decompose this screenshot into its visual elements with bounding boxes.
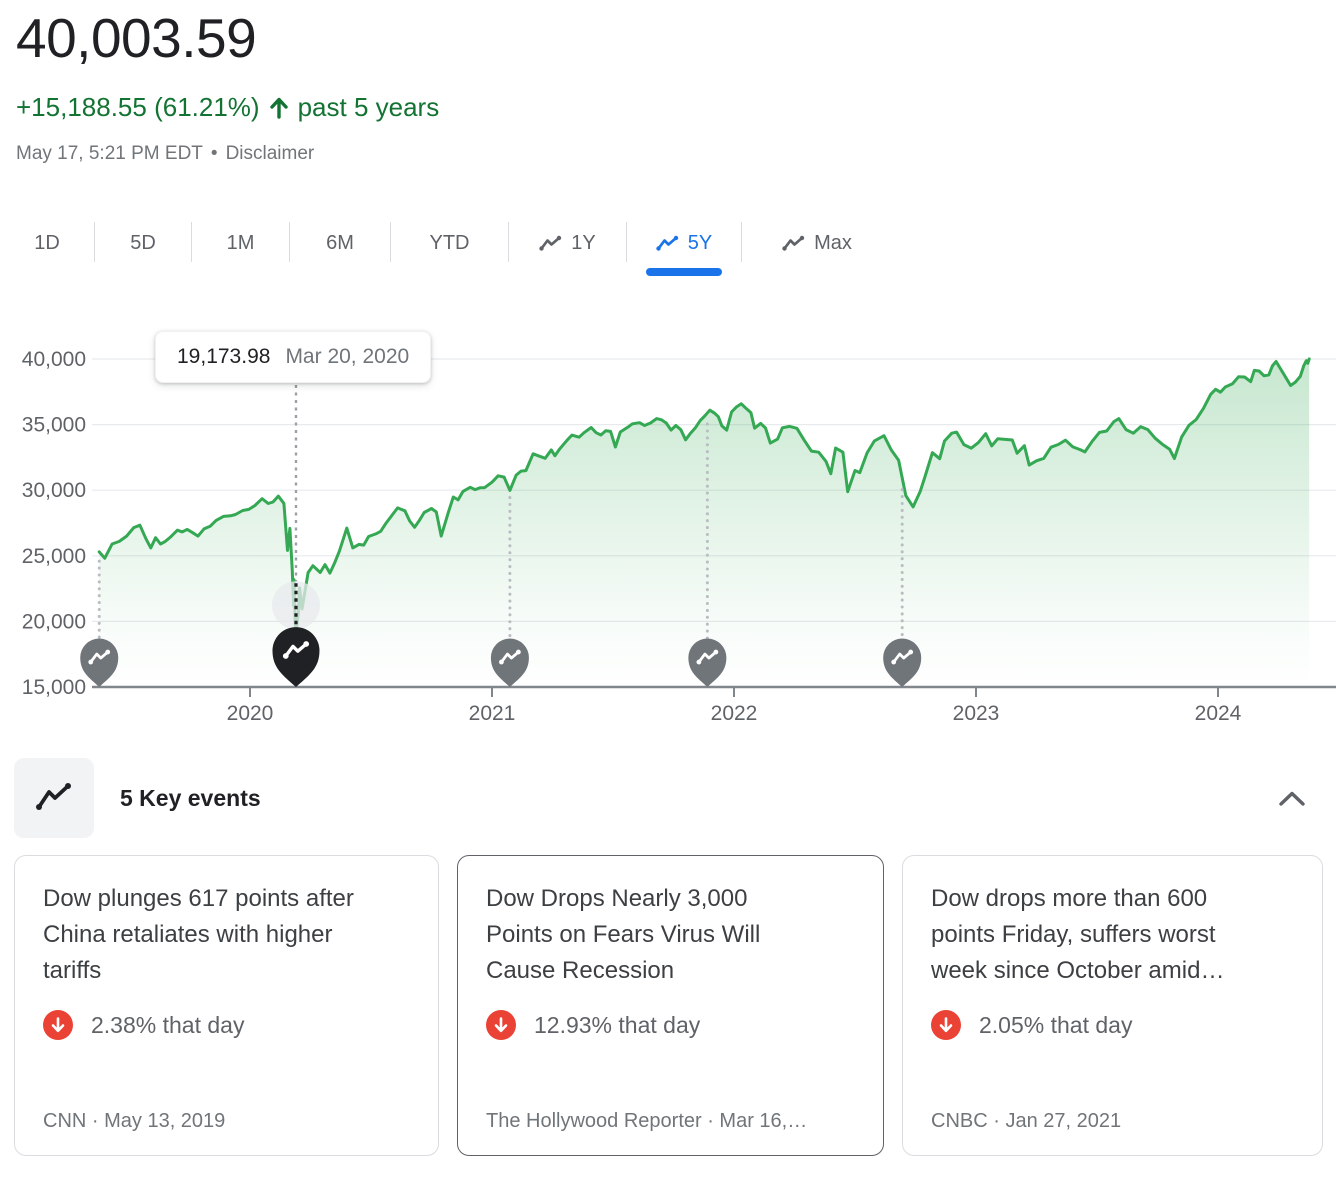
tab-5y[interactable]: 5Y	[627, 220, 741, 276]
price-change-row: +15,188.55 (61.21%) past 5 years	[16, 92, 439, 123]
event-card-source: CNBC · Jan 27, 2021	[931, 1110, 1122, 1132]
tab-label: Max	[814, 231, 852, 254]
tab-label: 1Y	[571, 231, 596, 254]
collapse-chevron-icon[interactable]	[1278, 790, 1306, 807]
tab-divider	[390, 222, 391, 262]
event-card-title: Dow drops more than 600 points Friday, su…	[931, 885, 1225, 984]
event-card-percent-row: 2.38% that day	[43, 1010, 410, 1040]
x-axis-label: 2022	[711, 702, 758, 725]
event-card-percent: 2.05% that day	[979, 1011, 1133, 1038]
tab-label: 5D	[130, 231, 156, 254]
up-arrow-icon	[269, 97, 288, 119]
event-card[interactable]: Dow plunges 617 points after China retali…	[14, 855, 439, 1156]
tab-divider	[508, 222, 509, 262]
pin-trend-glyph	[282, 641, 310, 659]
event-card-source: CNN · May 13, 2019	[43, 1110, 226, 1132]
event-card-percent: 2.38% that day	[91, 1011, 245, 1038]
time-range-tabs: 1D 5D 1M 6M YTD 1Y 5Y Max	[0, 220, 892, 276]
tab-label: 5Y	[687, 231, 713, 254]
y-axis-label: 25,000	[22, 545, 86, 568]
y-axis-label: 15,000	[22, 676, 86, 699]
tab-1m[interactable]: 1M	[192, 220, 289, 276]
event-card-percent-row: 2.05% that day	[931, 1010, 1294, 1040]
quote-header: 40,003.59 +15,188.55 (61.21%) past 5 yea…	[16, 6, 439, 165]
pin-trend-glyph	[891, 649, 914, 665]
tab-divider	[741, 222, 742, 262]
tab-5d[interactable]: 5D	[95, 220, 191, 276]
y-axis-label: 30,000	[22, 479, 86, 502]
trend-icon	[782, 235, 805, 251]
y-axis-label: 20,000	[22, 610, 86, 633]
dot-separator: •	[210, 143, 218, 164]
disclaimer-link[interactable]: Disclaimer	[225, 143, 315, 164]
event-card-title: Dow plunges 617 points after China retali…	[43, 885, 354, 984]
change-period: past 5 years	[297, 92, 440, 122]
event-card-percent-row: 12.93% that day	[486, 1010, 855, 1040]
event-card-title: Dow Drops Nearly 3,000 Points on Fears Vi…	[486, 885, 761, 984]
pin-trend-glyph	[696, 649, 719, 665]
x-axis-label: 2020	[227, 702, 274, 725]
tooltip-date: Mar 20, 2020	[285, 345, 410, 368]
tooltip-value: 19,173.98	[177, 345, 271, 368]
tab-label: 1D	[34, 231, 60, 254]
x-axis-label: 2021	[469, 702, 516, 725]
timestamp: May 17, 5:21 PM EDT	[16, 143, 203, 164]
tab-divider	[94, 222, 95, 262]
tab-ytd[interactable]: YTD	[391, 220, 508, 276]
tab-divider	[289, 222, 290, 262]
down-arrow-icon	[486, 1010, 516, 1040]
down-arrow-icon	[43, 1010, 73, 1040]
key-events-title: 5 Key events	[120, 784, 261, 811]
y-axis-label: 35,000	[22, 414, 86, 437]
x-axis-label: 2024	[1195, 702, 1242, 725]
tab-label: 1M	[226, 231, 255, 254]
chart-tooltip: 19,173.98 Mar 20, 2020	[155, 331, 432, 383]
tab-6m[interactable]: 6M	[290, 220, 390, 276]
down-arrow-icon	[931, 1010, 961, 1040]
tab-1d[interactable]: 1D	[0, 220, 94, 276]
trend-icon	[656, 235, 678, 251]
x-axis-label: 2023	[953, 702, 1000, 725]
event-card-source: The Hollywood Reporter · Mar 16,…	[486, 1110, 808, 1132]
price-value: 40,003.59	[16, 7, 257, 69]
selected-point-halo	[271, 581, 320, 630]
price-change: +15,188.55 (61.21%)	[16, 92, 260, 122]
y-axis-label: 40,000	[22, 348, 86, 371]
tab-label: YTD	[429, 231, 470, 254]
key-events-header: 5 Key events	[14, 758, 1322, 838]
event-card-percent: 12.93% that day	[534, 1011, 701, 1038]
active-tab-underline	[646, 268, 722, 276]
trend-zigzag-icon	[36, 783, 71, 810]
event-card[interactable]: Dow Drops Nearly 3,000 Points on Fears Vi…	[457, 855, 884, 1156]
pin-trend-glyph	[88, 649, 111, 665]
tab-1y[interactable]: 1Y	[509, 220, 626, 276]
trend-icon	[539, 235, 562, 251]
chart[interactable]: 15,000 20,000 25,000 30,000 35,000 40,000 2020…	[0, 305, 1336, 735]
chart-svg[interactable]: 15,000 20,000 25,000 30,000 35,000 40,000 2020…	[0, 305, 1336, 735]
key-events-icon	[14, 758, 94, 838]
tab-divider	[191, 222, 192, 262]
pin-trend-glyph	[499, 649, 521, 665]
tab-label: 6M	[326, 231, 354, 254]
quote-meta: May 17, 5:21 PM EDT • Disclaimer	[16, 143, 439, 165]
event-cards: Dow plunges 617 points after China retali…	[14, 855, 1323, 1156]
tab-divider	[626, 222, 627, 262]
event-card[interactable]: Dow drops more than 600 points Friday, su…	[902, 855, 1323, 1156]
tab-max[interactable]: Max	[742, 220, 892, 276]
